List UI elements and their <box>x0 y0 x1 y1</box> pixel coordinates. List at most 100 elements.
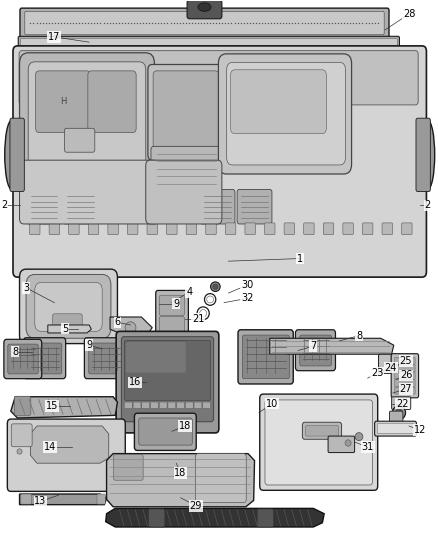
Text: 15: 15 <box>46 401 58 411</box>
FancyBboxPatch shape <box>151 402 159 408</box>
FancyBboxPatch shape <box>343 223 353 235</box>
Text: 6: 6 <box>114 317 120 327</box>
FancyBboxPatch shape <box>195 454 246 503</box>
FancyBboxPatch shape <box>7 419 125 491</box>
FancyBboxPatch shape <box>146 160 222 224</box>
Text: 22: 22 <box>396 399 409 409</box>
FancyBboxPatch shape <box>395 372 415 379</box>
Polygon shape <box>106 454 254 507</box>
FancyBboxPatch shape <box>88 71 136 133</box>
Text: 10: 10 <box>266 399 278 409</box>
Text: 2: 2 <box>1 200 7 211</box>
FancyBboxPatch shape <box>242 335 290 378</box>
Ellipse shape <box>211 282 220 292</box>
FancyBboxPatch shape <box>168 402 176 408</box>
FancyBboxPatch shape <box>69 223 79 235</box>
Text: 23: 23 <box>371 368 383 378</box>
FancyBboxPatch shape <box>416 118 431 191</box>
FancyBboxPatch shape <box>108 223 118 235</box>
Polygon shape <box>30 426 109 463</box>
Polygon shape <box>20 494 106 505</box>
FancyBboxPatch shape <box>185 402 193 408</box>
FancyBboxPatch shape <box>19 51 418 105</box>
FancyBboxPatch shape <box>395 387 415 394</box>
FancyBboxPatch shape <box>382 223 392 235</box>
FancyBboxPatch shape <box>323 223 334 235</box>
Ellipse shape <box>421 120 434 189</box>
Text: 26: 26 <box>400 370 412 381</box>
FancyBboxPatch shape <box>206 223 216 235</box>
FancyBboxPatch shape <box>89 343 123 374</box>
FancyBboxPatch shape <box>395 358 415 365</box>
Ellipse shape <box>213 284 218 289</box>
FancyBboxPatch shape <box>395 379 415 386</box>
FancyBboxPatch shape <box>20 160 159 224</box>
Polygon shape <box>106 508 324 527</box>
Text: 9: 9 <box>173 298 179 309</box>
Ellipse shape <box>5 120 19 189</box>
FancyBboxPatch shape <box>245 223 255 235</box>
Text: 16: 16 <box>129 377 141 387</box>
Polygon shape <box>270 338 394 354</box>
FancyBboxPatch shape <box>219 54 352 174</box>
Text: 4: 4 <box>186 287 192 297</box>
FancyBboxPatch shape <box>88 223 99 235</box>
FancyBboxPatch shape <box>35 71 91 133</box>
FancyBboxPatch shape <box>49 223 60 235</box>
FancyBboxPatch shape <box>187 0 222 19</box>
FancyBboxPatch shape <box>159 402 167 408</box>
FancyBboxPatch shape <box>260 394 378 490</box>
FancyBboxPatch shape <box>148 64 224 160</box>
FancyBboxPatch shape <box>237 189 272 224</box>
Polygon shape <box>11 397 117 418</box>
FancyBboxPatch shape <box>13 46 427 277</box>
FancyBboxPatch shape <box>186 223 197 235</box>
FancyBboxPatch shape <box>147 223 158 235</box>
FancyBboxPatch shape <box>4 340 42 378</box>
FancyBboxPatch shape <box>328 436 355 453</box>
Ellipse shape <box>17 449 22 454</box>
FancyBboxPatch shape <box>63 189 98 224</box>
Text: 8: 8 <box>356 330 362 341</box>
FancyBboxPatch shape <box>284 223 295 235</box>
FancyBboxPatch shape <box>257 509 274 527</box>
FancyBboxPatch shape <box>127 223 138 235</box>
FancyBboxPatch shape <box>392 397 411 409</box>
FancyBboxPatch shape <box>35 282 102 332</box>
Text: 32: 32 <box>241 293 253 303</box>
Text: 30: 30 <box>241 280 253 290</box>
FancyBboxPatch shape <box>116 332 219 433</box>
Text: 14: 14 <box>44 442 56 452</box>
Text: 18: 18 <box>179 421 191 431</box>
Text: 7: 7 <box>310 341 316 351</box>
FancyBboxPatch shape <box>200 189 235 224</box>
FancyBboxPatch shape <box>28 62 146 184</box>
FancyBboxPatch shape <box>8 344 38 374</box>
Ellipse shape <box>355 433 363 441</box>
Text: 21: 21 <box>192 313 204 324</box>
Ellipse shape <box>396 409 403 416</box>
Text: 12: 12 <box>414 425 426 435</box>
FancyBboxPatch shape <box>166 223 177 235</box>
Text: 17: 17 <box>48 32 60 42</box>
Text: 8: 8 <box>12 346 18 357</box>
FancyBboxPatch shape <box>153 71 219 149</box>
FancyBboxPatch shape <box>124 341 211 400</box>
FancyBboxPatch shape <box>305 425 339 436</box>
FancyBboxPatch shape <box>302 422 342 439</box>
FancyBboxPatch shape <box>377 423 414 433</box>
FancyBboxPatch shape <box>21 494 31 504</box>
FancyBboxPatch shape <box>389 411 403 424</box>
FancyBboxPatch shape <box>374 421 417 436</box>
Polygon shape <box>110 317 152 337</box>
Text: 25: 25 <box>400 356 412 366</box>
FancyBboxPatch shape <box>14 396 31 415</box>
FancyBboxPatch shape <box>10 118 25 191</box>
FancyBboxPatch shape <box>142 402 150 408</box>
FancyBboxPatch shape <box>24 338 66 378</box>
FancyBboxPatch shape <box>227 62 346 165</box>
FancyBboxPatch shape <box>113 455 143 480</box>
Text: 24: 24 <box>385 362 397 373</box>
FancyBboxPatch shape <box>300 335 332 366</box>
FancyBboxPatch shape <box>25 11 384 35</box>
